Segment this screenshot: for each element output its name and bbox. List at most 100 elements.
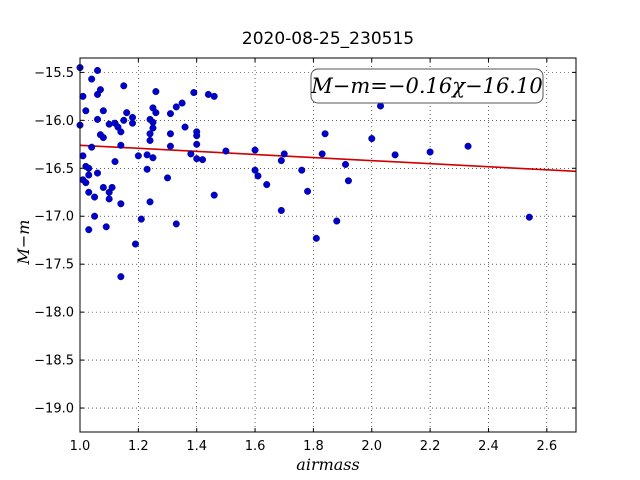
data-point — [99, 107, 107, 115]
data-point — [321, 130, 329, 138]
data-point — [181, 123, 189, 131]
data-point — [280, 150, 288, 158]
data-point — [210, 92, 218, 100]
data-point — [277, 157, 285, 165]
data-point — [85, 226, 93, 234]
data-point — [94, 115, 102, 123]
data-point — [146, 130, 154, 138]
data-point — [99, 183, 107, 191]
data-point — [79, 152, 87, 160]
data-point — [304, 187, 312, 195]
data-point — [187, 150, 195, 158]
data-point — [94, 169, 102, 177]
data-point — [152, 109, 160, 117]
data-point — [464, 142, 472, 150]
fit-annotation: M−m=−0.16χ−16.10 — [310, 68, 544, 104]
x-tick-label: 2.6 — [536, 439, 557, 454]
y-tick-label: −18.5 — [34, 354, 74, 369]
x-tick-label: 1.6 — [245, 439, 266, 454]
data-point — [105, 195, 113, 203]
data-point — [525, 213, 533, 221]
data-point — [134, 152, 142, 160]
data-point — [222, 147, 230, 155]
fit-line-layer — [79, 144, 577, 173]
data-point — [149, 154, 157, 162]
fit-line — [79, 144, 577, 173]
data-point — [342, 160, 350, 168]
data-point — [120, 116, 128, 124]
data-point — [88, 143, 96, 151]
data-point — [117, 141, 125, 149]
data-point — [91, 193, 99, 201]
data-point — [99, 134, 107, 142]
data-points — [76, 64, 533, 281]
data-point — [123, 109, 131, 117]
data-point — [172, 103, 180, 111]
data-point — [251, 146, 259, 154]
data-point — [131, 240, 139, 248]
data-point — [137, 215, 145, 223]
data-point — [85, 171, 93, 179]
data-point — [204, 90, 212, 98]
data-point — [117, 128, 125, 136]
data-point — [91, 212, 99, 220]
data-point — [193, 132, 201, 140]
data-point — [368, 135, 376, 143]
data-point — [105, 120, 113, 128]
data-point — [117, 200, 125, 208]
data-point — [88, 75, 96, 83]
x-tick-label: 2.2 — [420, 439, 441, 454]
data-point — [251, 166, 259, 174]
y-tick-label: −17.0 — [34, 210, 74, 225]
data-point — [277, 206, 285, 214]
data-point — [164, 174, 172, 182]
data-point — [96, 86, 104, 94]
data-point — [312, 234, 320, 242]
x-axis-label: airmass — [296, 455, 359, 474]
data-point — [190, 89, 198, 97]
data-point — [199, 156, 207, 164]
x-tick-label: 1.2 — [128, 439, 149, 454]
data-point — [85, 164, 93, 172]
data-point — [178, 99, 186, 107]
data-point — [344, 177, 352, 185]
annotation-text: M−m=−0.16χ−16.10 — [310, 74, 542, 98]
annotation-box — [310, 68, 544, 104]
y-tick-label: −15.5 — [34, 66, 74, 81]
data-point — [333, 217, 341, 225]
data-point — [298, 166, 306, 174]
y-tick-label: −17.5 — [34, 258, 74, 273]
data-point — [111, 158, 119, 166]
data-point — [120, 82, 128, 90]
data-point — [108, 183, 116, 191]
x-tick-label: 1.0 — [70, 439, 91, 454]
data-point — [193, 140, 201, 148]
axis-ticks: 1.0 1.2 1.4 1.6 1.8 2.0 2.2 2.4 2.6 −15.5 −16.0 −16… — [34, 58, 576, 454]
x-tick-label: 2.4 — [478, 439, 499, 454]
data-point — [391, 151, 399, 159]
data-point — [129, 119, 137, 127]
y-tick-label: −16.5 — [34, 162, 74, 177]
data-point — [172, 220, 180, 228]
chart-title: 2020-08-25_230515 — [242, 29, 414, 49]
data-point — [146, 198, 154, 206]
data-point — [143, 165, 151, 173]
data-point — [82, 107, 90, 115]
x-tick-label: 2.0 — [361, 439, 382, 454]
data-point — [263, 181, 271, 189]
y-axis-label: M−m — [14, 220, 33, 266]
data-point — [143, 151, 151, 159]
data-point — [94, 66, 102, 74]
data-point — [377, 102, 385, 110]
data-point — [318, 150, 326, 158]
data-point — [426, 148, 434, 156]
y-tick-label: −16.0 — [34, 114, 74, 129]
data-point — [79, 92, 87, 100]
plot-frame — [79, 57, 577, 433]
x-tick-label: 1.4 — [186, 439, 207, 454]
y-tick-label: −19.0 — [34, 402, 74, 417]
data-point — [166, 142, 174, 150]
data-point — [146, 136, 154, 144]
data-point — [254, 172, 262, 180]
